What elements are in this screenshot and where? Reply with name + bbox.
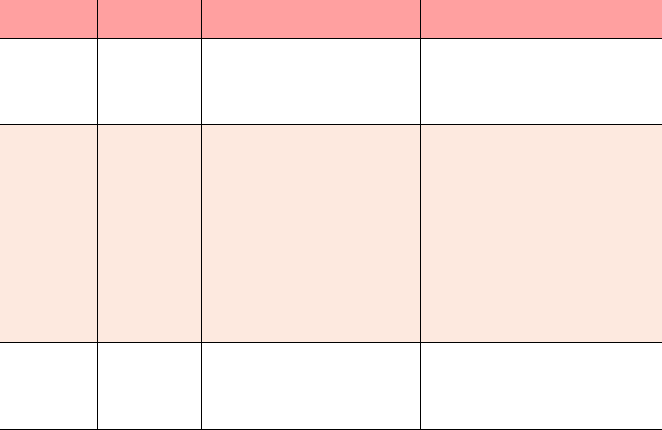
header-row (0, 0, 662, 38)
highlighted-row (0, 124, 662, 342)
